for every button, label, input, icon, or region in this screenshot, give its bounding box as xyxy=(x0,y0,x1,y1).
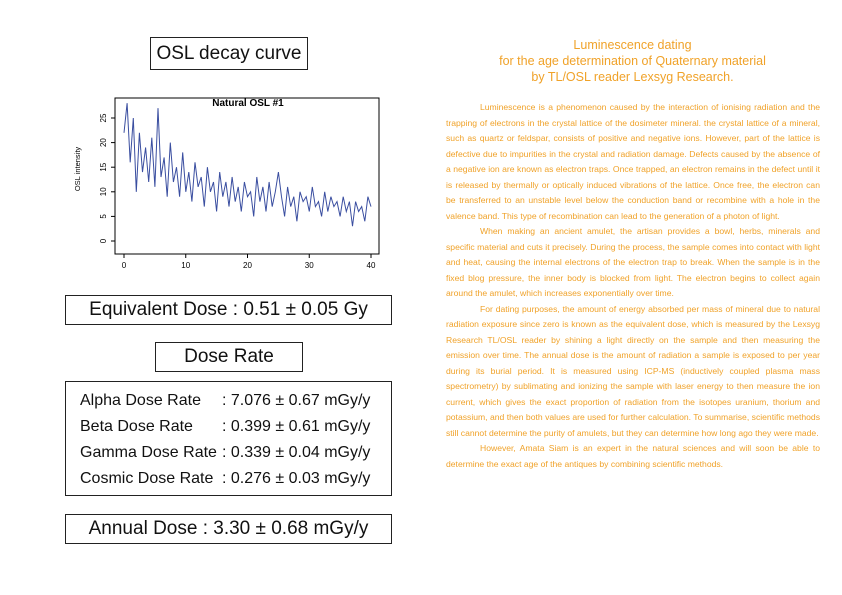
osl-decay-title: OSL decay curve xyxy=(150,37,308,70)
cosmic-dose-value: : 0.276 ± 0.03 mGy/y xyxy=(222,470,371,487)
gamma-dose-row: Gamma Dose Rate : 0.339 ± 0.04 mGy/y xyxy=(66,440,391,466)
y-tick-label: 20 xyxy=(99,138,108,147)
y-tick-label: 10 xyxy=(99,187,108,196)
equivalent-dose-box: Equivalent Dose : 0.51 ± 0.05 Gy xyxy=(65,295,392,325)
paragraph-3: For dating purposes, the amount of energ… xyxy=(446,303,820,438)
y-tick-label: 5 xyxy=(99,214,108,219)
alpha-dose-label: Alpha Dose Rate xyxy=(80,392,201,409)
cosmic-dose-label: Cosmic Dose Rate xyxy=(80,470,214,487)
paragraph-1: Luminescence is a phenomenon caused by t… xyxy=(446,102,820,221)
alpha-dose-value: : 7.076 ± 0.67 mGy/y xyxy=(222,392,371,409)
beta-dose-value: : 0.399 ± 0.61 mGy/y xyxy=(222,418,371,435)
gamma-dose-value: : 0.339 ± 0.04 mGy/y xyxy=(222,444,371,461)
y-tick-label: 15 xyxy=(99,162,108,171)
chart-ticks: 0 10 20 30 40 0 5 10 15 20 25 xyxy=(99,113,376,270)
x-tick-label: 10 xyxy=(181,261,190,270)
y-tick-label: 25 xyxy=(99,113,108,122)
cosmic-dose-row: Cosmic Dose Rate : 0.276 ± 0.03 mGy/y xyxy=(66,466,391,492)
dose-rate-table: Alpha Dose Rate : 7.076 ± 0.67 mGy/y Bet… xyxy=(65,381,392,496)
title-line-2: for the age determination of Quaternary … xyxy=(499,54,766,68)
osl-curve-line xyxy=(123,103,372,227)
x-tick-label: 30 xyxy=(305,261,314,270)
x-tick-label: 20 xyxy=(243,261,252,270)
annual-dose-box: Annual Dose : 3.30 ± 0.68 mGy/y xyxy=(65,514,392,544)
gamma-dose-label: Gamma Dose Rate xyxy=(80,444,217,461)
title-line-1: Luminescence dating xyxy=(573,38,692,52)
dose-rate-title: Dose Rate xyxy=(155,342,303,372)
chart-title: Natural OSL #1 xyxy=(212,98,284,109)
chart-y-axis-label: OSL intensity xyxy=(73,147,82,192)
y-tick-label: 0 xyxy=(99,238,108,243)
x-tick-label: 40 xyxy=(367,261,376,270)
osl-decay-chart: 0 10 20 30 40 0 5 10 15 20 25 Natural OSL #1 OSL i… xyxy=(73,97,380,270)
body-text: Luminescence is a phenomenon caused by t… xyxy=(446,100,820,472)
beta-dose-label: Beta Dose Rate xyxy=(80,418,193,435)
title-line-3: by TL/OSL reader Lexsyg Research. xyxy=(531,70,734,84)
alpha-dose-row: Alpha Dose Rate : 7.076 ± 0.67 mGy/y xyxy=(66,388,391,414)
paragraph-4: However, Amata Siam is an expert in the … xyxy=(446,443,820,469)
document-title: Luminescence dating for the age determin… xyxy=(440,37,825,85)
beta-dose-row: Beta Dose Rate : 0.399 ± 0.61 mGy/y xyxy=(66,414,391,440)
paragraph-2: When making an ancient amulet, the artis… xyxy=(446,226,820,298)
x-tick-label: 0 xyxy=(122,261,127,270)
